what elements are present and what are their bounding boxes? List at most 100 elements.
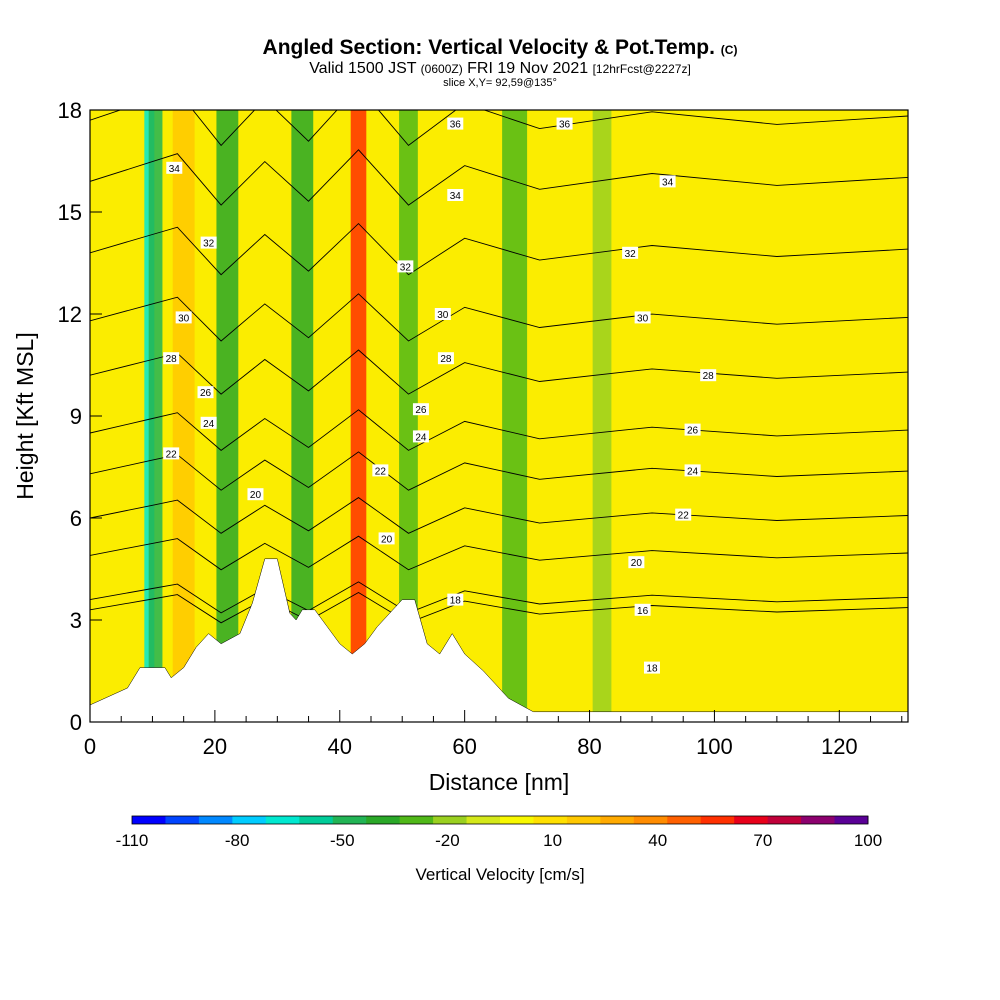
colorbar-tick-label: -80 xyxy=(225,831,250,850)
colorbar-swatch xyxy=(700,816,735,824)
contour-label-bg xyxy=(684,464,701,477)
contour-label-text: 24 xyxy=(203,419,215,430)
y-tick-label: 15 xyxy=(58,200,82,225)
contour-label: 34 xyxy=(659,175,676,188)
colorbar: -110 -80 -50 -20 10 40 70 100 xyxy=(116,815,882,850)
velocity-band xyxy=(350,110,367,722)
chart-subtitle: Valid 1500 JST (0600Z) FRI 19 Nov 2021 [… xyxy=(0,60,1000,78)
colorbar-swatch xyxy=(165,816,200,824)
contour-label-bg xyxy=(197,386,214,399)
contour-label-bg xyxy=(163,447,180,460)
theta-contour xyxy=(90,497,908,534)
contour-label-text: 34 xyxy=(662,177,674,188)
contour-label-bg xyxy=(634,603,651,616)
contour-label: 30 xyxy=(634,311,651,324)
theta-contour xyxy=(90,293,908,342)
contour-label: 26 xyxy=(684,423,701,437)
contour-label-text: 34 xyxy=(450,191,462,202)
chart-title-unit: (C) xyxy=(720,43,738,57)
x-tick-label: 60 xyxy=(452,734,476,759)
contour-label-bg xyxy=(622,246,639,259)
contour-label-bg xyxy=(247,488,264,501)
contour-label-text: 36 xyxy=(450,120,462,131)
contour-label: 32 xyxy=(397,260,414,273)
field-weak-updraft xyxy=(90,110,908,722)
colorbar-swatch xyxy=(533,816,568,824)
theta-contour xyxy=(90,581,908,614)
x-tick-label: 20 xyxy=(203,734,227,759)
chart-title-text: Angled Section: Vertical Velocity & Pot.… xyxy=(262,36,715,59)
colorbar-swatch xyxy=(834,816,869,824)
contour-label-text: 32 xyxy=(203,239,215,250)
y-tick-label: 0 xyxy=(70,710,82,735)
colorbar-tick-label: 10 xyxy=(543,831,562,850)
contour-label: 18 xyxy=(447,593,464,607)
contour-label-bg xyxy=(378,532,395,545)
contour-label-bg xyxy=(163,352,180,365)
contour-label-bg xyxy=(166,161,183,174)
contour-label-bg xyxy=(175,311,192,324)
x-tick-label: 80 xyxy=(577,734,601,759)
colorbar-tick-label: 70 xyxy=(753,831,772,850)
colorbar-tick-label: 40 xyxy=(648,831,667,850)
contour-label-bg xyxy=(634,311,651,324)
contour-label-bg xyxy=(437,352,454,365)
y-tick-label: 3 xyxy=(70,608,82,633)
contour-label-text: 30 xyxy=(178,313,190,324)
contour-label-bg xyxy=(200,416,217,429)
colorbar-swatch xyxy=(466,816,501,824)
theta-contour xyxy=(90,591,908,624)
contour-label: 20 xyxy=(378,532,395,545)
contour-label-bg xyxy=(434,308,451,320)
colorbar-swatch xyxy=(332,816,367,824)
contour-label-bg xyxy=(684,423,701,436)
contour-label-text: 26 xyxy=(415,405,427,416)
contour-label-bg xyxy=(412,430,429,443)
contour-label-bg xyxy=(412,403,429,416)
y-tick-label: 6 xyxy=(70,506,82,531)
contour-label: 36 xyxy=(447,117,464,131)
colorbar-swatch xyxy=(232,816,267,824)
contour-label-text: 32 xyxy=(625,249,637,260)
contour-label-bg xyxy=(556,117,573,130)
velocity-field xyxy=(90,110,908,722)
contour-label-bg xyxy=(628,556,645,569)
contour-label-text: 36 xyxy=(559,120,571,131)
contour-label: 24 xyxy=(200,416,217,430)
contour-label-text: 30 xyxy=(637,313,649,324)
forecast-label: [12hrFcst@2227z] xyxy=(592,62,691,76)
valid-zulu: (0600Z) xyxy=(420,62,463,76)
contour-label-text: 34 xyxy=(169,164,181,175)
colorbar-swatch xyxy=(767,816,802,824)
colorbar-swatch xyxy=(667,816,702,824)
contour-label-text: 26 xyxy=(200,388,212,399)
theta-contour xyxy=(90,222,908,276)
contour-label-bg xyxy=(397,260,414,273)
contour-label: 24 xyxy=(684,464,701,477)
velocity-band xyxy=(148,110,163,722)
valid-main: Valid 1500 JST xyxy=(309,60,417,77)
theta-contour xyxy=(90,535,908,571)
contour-label: 26 xyxy=(197,386,214,399)
colorbar-tick-label: 100 xyxy=(854,831,882,850)
contour-label: 16 xyxy=(634,603,651,617)
y-tick-label: 9 xyxy=(70,404,82,429)
contour-label-bg xyxy=(372,464,389,477)
y-tick-label: 18 xyxy=(58,98,82,123)
terrain xyxy=(90,558,908,722)
contour-label: 20 xyxy=(247,488,264,501)
contour-label-text: 22 xyxy=(678,511,690,522)
contour-label-text: 20 xyxy=(631,558,643,569)
contour-label-bg xyxy=(200,236,217,249)
contour-label: 24 xyxy=(412,430,429,443)
contour-label: 32 xyxy=(622,246,639,260)
contour-label-bg xyxy=(447,117,464,130)
colorbar-swatch xyxy=(600,816,635,824)
theta-contour xyxy=(90,110,908,147)
contour-label-text: 16 xyxy=(637,606,649,617)
contour-label: 20 xyxy=(628,556,645,569)
x-tick-label: 40 xyxy=(328,734,352,759)
contour-label-text: 24 xyxy=(415,432,427,443)
y-axis-label: Height [Kft MSL] xyxy=(12,332,38,499)
colorbar-tick-label: -110 xyxy=(116,831,149,850)
